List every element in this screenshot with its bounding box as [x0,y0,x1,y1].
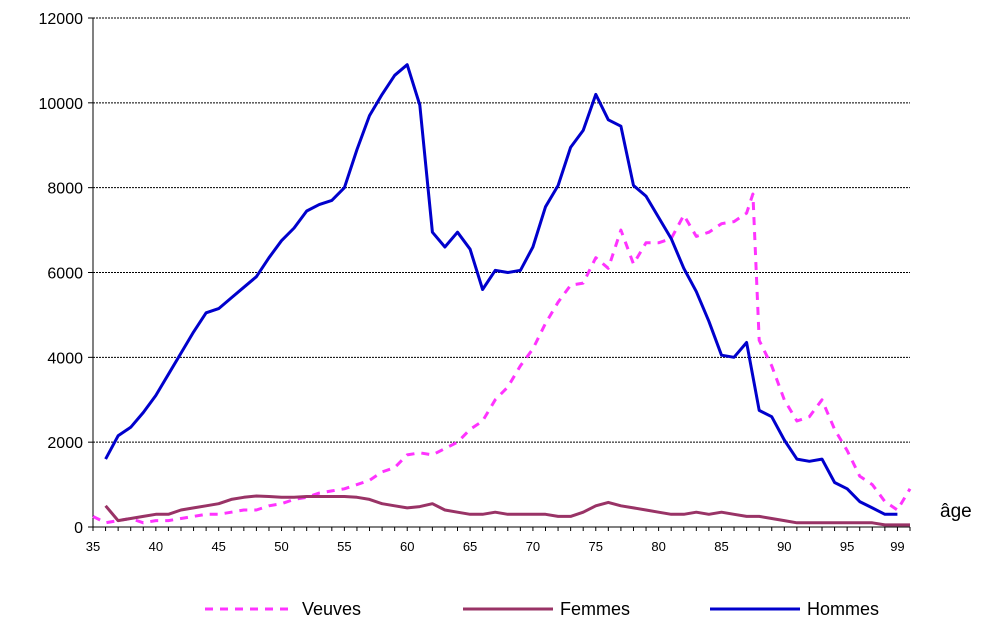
legend-label-veuves: Veuves [302,599,361,619]
x-tick-label: 75 [589,539,603,554]
x-axis-label: âge [940,501,972,522]
x-tick-label: 50 [274,539,288,554]
series-lines [92,63,912,527]
y-axis-ticks: 0 2000 4000 6000 8000 10000 12000 [39,11,93,537]
y-tick-label: 6000 [47,266,83,283]
x-tick-label: 35 [86,539,100,554]
x-tick-label: 70 [526,539,540,554]
legend: Veuves Femmes Hommes [205,599,879,619]
legend-label-hommes: Hommes [807,599,879,619]
x-tick-label: 99 [890,539,904,554]
x-tick-label: 95 [840,539,854,554]
series-line-hommes [104,63,898,516]
y-tick-label: 8000 [47,181,83,198]
x-tick-label: 80 [651,539,665,554]
x-tick-label: 85 [714,539,728,554]
y-tick-label: 10000 [39,96,84,113]
legend-label-femmes: Femmes [560,599,630,619]
gridlines [93,17,910,443]
x-axis-ticks: 35 40 45 50 55 60 65 70 75 80 85 90 95 99 [86,527,911,554]
y-tick-label: 2000 [47,435,83,452]
x-tick-label: 60 [400,539,414,554]
y-tick-label: 12000 [39,11,84,28]
series-line-veuves [92,192,912,525]
y-tick-label: 0 [74,520,83,537]
x-tick-label: 55 [337,539,351,554]
x-tick-label: 45 [211,539,225,554]
x-tick-label: 65 [463,539,477,554]
series-line-femmes [104,494,910,527]
x-tick-label: 40 [149,539,163,554]
x-tick-label: 90 [777,539,791,554]
y-tick-label: 4000 [47,350,83,367]
